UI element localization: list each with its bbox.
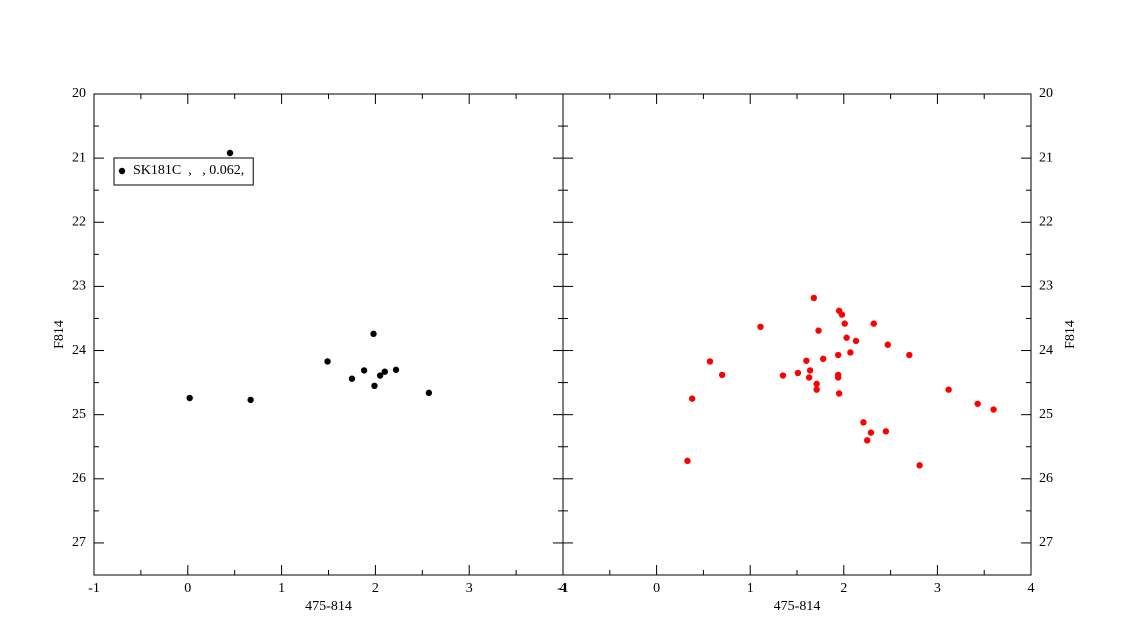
data-point [870, 320, 877, 327]
data-point [990, 406, 997, 413]
data-point [806, 367, 814, 374]
data-point [757, 323, 764, 331]
y-tick-label: 24 [1039, 343, 1053, 358]
data-point [186, 394, 193, 402]
data-point [324, 358, 331, 365]
data-point [247, 396, 254, 404]
y-tick-label: 22 [72, 214, 86, 229]
plot-frame [562, 93, 1032, 576]
data-point [348, 375, 356, 382]
y-tick-label: 20 [72, 86, 86, 101]
y-tick-label: 25 [72, 407, 86, 422]
data-point [371, 382, 378, 390]
y-tick-label: 22 [1039, 214, 1053, 229]
data-point [906, 351, 913, 359]
data-point [376, 372, 384, 379]
data-point [820, 355, 827, 363]
y-tick-label: 21 [1039, 150, 1053, 165]
x-tick-label: 3 [934, 581, 941, 596]
data-point [864, 437, 871, 444]
data-point [425, 389, 433, 397]
y-tick-label: 23 [1039, 279, 1053, 294]
x-tick-label: 4 [1028, 581, 1035, 596]
data-point [370, 330, 377, 338]
x-tick-label: 2 [372, 581, 379, 596]
y-tick-label: 26 [1039, 471, 1053, 486]
data-point [847, 349, 854, 356]
y-tick-label: 24 [72, 343, 86, 358]
data-point [867, 429, 875, 436]
data-point [813, 386, 820, 393]
data-point [392, 366, 400, 373]
y-tick-label: 25 [1039, 407, 1053, 422]
data-point [813, 380, 820, 388]
data-point [381, 368, 388, 375]
data-point [815, 327, 822, 334]
data-point [945, 386, 952, 393]
y-axis-label: F814 [1063, 320, 1078, 349]
data-point [834, 351, 842, 359]
data-point [916, 462, 923, 469]
x-axis-label: 475-814 [774, 599, 821, 614]
data-point [794, 369, 802, 377]
x-tick-label: 4 [560, 581, 567, 596]
x-tick-label: 0 [653, 581, 660, 596]
x-tick-label: 3 [466, 581, 473, 596]
legend-marker [118, 167, 126, 175]
data-point [803, 357, 810, 364]
data-point [688, 395, 696, 402]
data-point [860, 419, 867, 426]
x-tick-label: 1 [747, 581, 754, 596]
data-point [684, 457, 691, 465]
data-point [779, 372, 787, 379]
y-tick-label: 20 [1039, 86, 1053, 101]
data-point [834, 374, 842, 381]
data-point [882, 428, 890, 435]
legend-label: SK181C , , 0.062, [133, 163, 244, 178]
data-point [843, 334, 850, 341]
data-point [226, 149, 234, 157]
x-tick-label: 1 [278, 581, 285, 596]
data-point [835, 390, 843, 397]
data-point [718, 371, 726, 379]
y-tick-label: 26 [72, 471, 86, 486]
y-tick-label: 21 [72, 150, 86, 165]
data-point [852, 337, 860, 345]
data-point [841, 320, 848, 327]
data-point [360, 367, 368, 374]
x-tick-label: 0 [184, 581, 191, 596]
data-point [974, 400, 981, 407]
y-tick-label: 27 [72, 535, 86, 550]
data-point [884, 341, 891, 348]
data-point [810, 294, 818, 302]
legend-box [113, 157, 254, 186]
x-axis-label: 475-814 [305, 599, 352, 614]
y-tick-label: 27 [1039, 535, 1053, 550]
data-point [838, 311, 846, 318]
x-tick-label: -1 [88, 581, 100, 596]
y-axis-label: F814 [52, 320, 67, 349]
x-tick-label: -1 [557, 581, 569, 596]
data-point [706, 358, 714, 365]
y-tick-label: 23 [72, 279, 86, 294]
data-point [805, 374, 813, 381]
x-tick-label: 2 [840, 581, 847, 596]
